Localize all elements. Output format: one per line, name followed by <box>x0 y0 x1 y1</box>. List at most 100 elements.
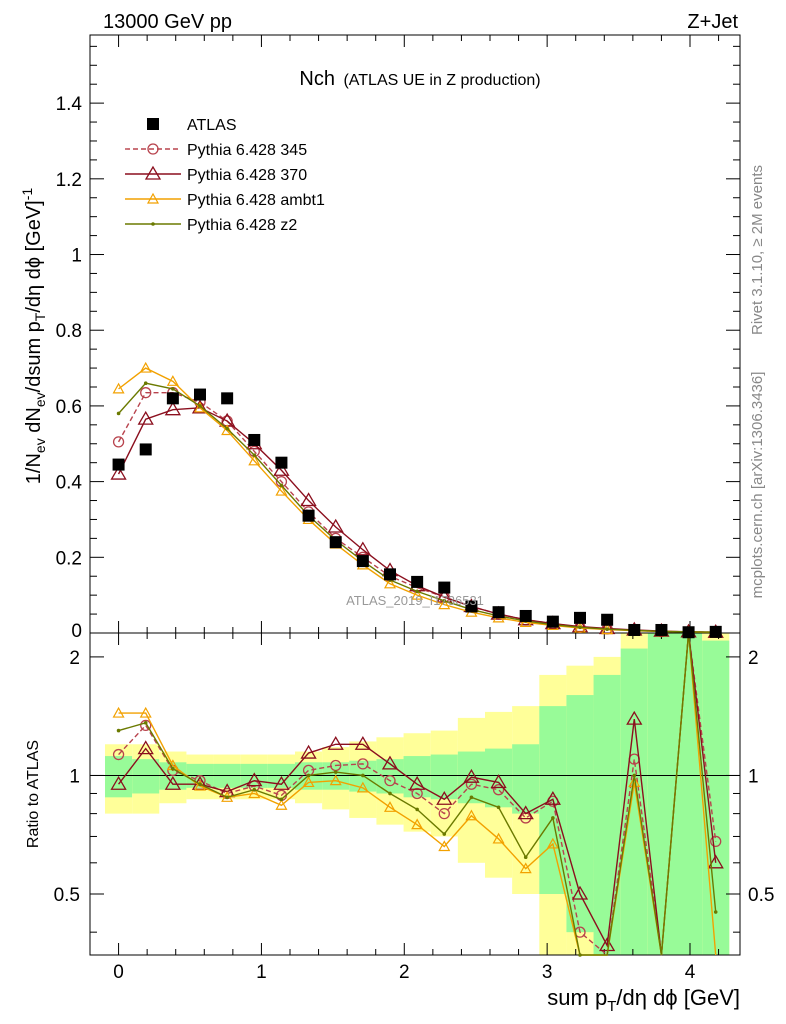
series-4-ratio-point <box>496 805 501 810</box>
series-3-ratio-point <box>383 801 397 812</box>
x-tick-label: 2 <box>399 962 410 983</box>
ratio-y-tick-label: 2 <box>69 648 80 669</box>
legend-label-3: Pythia 6.428 ambt1 <box>187 192 325 209</box>
inner-uncertainty-band <box>593 674 621 955</box>
series-3-main-point <box>383 577 397 589</box>
series-3-ratio-point <box>628 776 641 788</box>
series-4-ratio-point <box>198 782 202 787</box>
ratio-y-axis-label: Ratio to ATLAS <box>25 740 42 848</box>
series-2-ratio-point <box>300 744 317 759</box>
atlas-data-point <box>166 392 179 405</box>
series-layer <box>110 361 724 957</box>
main-y-tick-label: 0.6 <box>56 397 82 418</box>
series-2-ratio-point <box>571 885 589 900</box>
series-4-ratio-point <box>442 832 447 836</box>
series-2-ratio-point <box>246 772 263 787</box>
main-y-tick-label: 0.4 <box>56 473 83 494</box>
series-2-main-point <box>273 461 290 476</box>
legend-label-0: ATLAS <box>187 117 237 134</box>
series-4-ratio-point <box>333 770 338 774</box>
series-3-ratio-point <box>465 809 478 821</box>
atlas-data-point <box>356 555 369 568</box>
inner-uncertainty-band <box>647 633 675 955</box>
series-2-ratio-point <box>137 740 154 755</box>
inner-uncertainty-band <box>566 695 594 933</box>
series-1-ratio-point <box>465 778 478 790</box>
inner-uncertainty-band <box>702 640 730 955</box>
series-4-main-point <box>578 625 582 630</box>
ratio-y-tick-label-right: 1 <box>748 766 759 787</box>
series-4-main-point <box>605 627 609 632</box>
series-1-ratio-point <box>438 807 450 820</box>
series-3-ratio-point <box>275 799 288 810</box>
series-2-ratio-point <box>517 805 534 820</box>
main-y-axis-label: 1/Nev dNev/dsum pT/dη dϕ [GeV]-1 <box>19 188 48 485</box>
series-1-main-point <box>112 436 125 448</box>
main-y-tick-label: 1 <box>71 246 82 267</box>
atlas-data-point <box>384 568 396 581</box>
series-3-main-point <box>411 588 424 600</box>
side-mcplots-label: mcplots.cern.ch [arXiv:1306.3436] <box>749 372 766 599</box>
series-4-ratio-point <box>116 728 121 733</box>
ratio-y-tick-label-right: 0.5 <box>748 885 774 906</box>
x-axis-label: sum pT/dη dϕ [GeV] <box>547 985 740 1015</box>
ratio-y-tick-label-right: 2 <box>748 648 759 669</box>
atlas-data-point <box>438 581 451 594</box>
series-1-ratio-point <box>112 748 125 761</box>
legend-marker-atlas <box>147 118 159 130</box>
series-2-main-point <box>137 410 154 425</box>
main-y-tick-label: 1.2 <box>56 170 82 191</box>
series-2-ratio-point <box>354 735 371 750</box>
series-3-ratio-point <box>356 781 369 793</box>
atlas-data-point <box>628 623 641 636</box>
series-2-ratio-point <box>409 775 426 790</box>
series-2-ratio-point <box>436 790 453 805</box>
series-1-ratio-point <box>710 835 722 848</box>
series-4-main-point <box>143 381 148 386</box>
series-4-main-point <box>116 411 121 416</box>
atlas-data-point <box>546 615 559 628</box>
series-2-ratio-point <box>164 775 181 790</box>
watermark: ATLAS_2019_I1736531 <box>346 593 484 608</box>
series-4-ratio-point <box>388 791 392 796</box>
series-3-main-point <box>221 424 234 436</box>
series-4-main-point <box>171 387 175 391</box>
legend-label-2: Pythia 6.428 370 <box>187 167 307 184</box>
series-1-ratio-line <box>118 632 717 957</box>
series-1-ratio-point <box>492 784 505 796</box>
plot-title-main: Nch <box>299 68 335 90</box>
series-3-ratio-point <box>411 818 424 830</box>
series-3-ratio-point <box>248 787 261 799</box>
legend-marker-1 <box>147 143 159 155</box>
series-4-main-point <box>252 453 257 457</box>
atlas-data-point <box>601 613 614 626</box>
ratio-y-tick-label: 0.5 <box>54 885 80 906</box>
series-3-ratio-point <box>329 774 342 786</box>
series-2-ratio-point <box>626 710 643 725</box>
series-4-ratio-point <box>306 773 311 778</box>
atlas-data-point <box>519 609 532 622</box>
atlas-data-point <box>329 536 342 549</box>
legend-label-4: Pythia 6.428 z2 <box>187 217 297 234</box>
series-4-ratio-point <box>171 766 175 771</box>
atlas-data-point <box>112 458 125 471</box>
inner-uncertainty-band <box>675 633 703 955</box>
series-2-main-point <box>300 492 317 507</box>
series-2-ratio-point <box>707 854 724 869</box>
series-3-main-point <box>166 375 179 386</box>
series-3-main-point <box>438 598 451 610</box>
series-4-ratio-point <box>252 787 257 792</box>
x-tick-label: 3 <box>542 962 553 983</box>
series-4-ratio-point <box>523 855 528 860</box>
series-2-ratio-line <box>118 632 717 956</box>
series-4-ratio-point <box>279 797 284 802</box>
series-4-ratio-point <box>225 795 229 800</box>
series-4-main-point <box>415 589 419 594</box>
atlas-data-point <box>302 509 315 522</box>
atlas-data-point <box>574 611 586 624</box>
x-tick-label: 0 <box>113 962 124 983</box>
series-4-ratio-point <box>415 807 419 812</box>
series-1-main-point <box>140 387 152 399</box>
series-2-main-point <box>354 541 371 556</box>
series-4-main-point <box>442 599 447 603</box>
